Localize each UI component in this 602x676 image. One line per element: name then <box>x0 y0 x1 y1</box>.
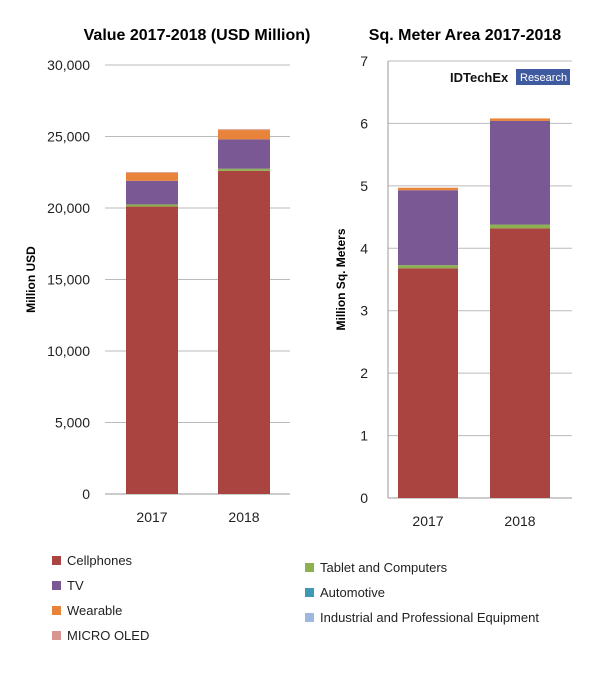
legend-label: Cellphones <box>67 553 133 568</box>
legend-label: Wearable <box>67 603 122 618</box>
y-tick-label: 3 <box>360 303 368 319</box>
bar-segment-tablet-and-computers <box>126 204 178 207</box>
bar-segment-cellphones <box>218 170 270 494</box>
bar-segment-tablet-and-computers <box>218 168 270 171</box>
y-tick-label: 0 <box>82 486 90 502</box>
y-tick-label: 10,000 <box>47 343 90 359</box>
bar-segment-cellphones <box>126 206 178 494</box>
y-tick-label: 6 <box>360 115 368 131</box>
legend-swatch <box>52 631 61 640</box>
chart-title: Value 2017-2018 (USD Million) <box>84 27 311 44</box>
x-tick-label: 2017 <box>136 509 167 525</box>
logo-badge-text: Research <box>520 72 567 84</box>
y-axis-label: Million Sq. Meters <box>334 228 348 330</box>
legend-label: Tablet and Computers <box>320 560 448 575</box>
bar-segment-wearable <box>218 130 270 140</box>
bar-segment-tv <box>398 190 458 266</box>
legend-label: TV <box>67 578 84 593</box>
y-tick-label: 15,000 <box>47 272 90 288</box>
bar-segment-tv <box>490 120 550 225</box>
legend-swatch <box>52 556 61 565</box>
bar-segment-tablet-and-computers <box>490 224 550 229</box>
bar-segment-micro-oled <box>126 172 178 173</box>
legend-swatch <box>305 563 314 572</box>
y-tick-label: 5,000 <box>55 415 90 431</box>
x-tick-label: 2018 <box>228 509 259 525</box>
legend-label: Industrial and Professional Equipment <box>320 610 539 625</box>
legend-swatch <box>305 613 314 622</box>
chart-title: Sq. Meter Area 2017-2018 <box>369 27 562 44</box>
bar-segment-wearable <box>490 118 550 121</box>
bar-segment-wearable <box>126 172 178 181</box>
legend-swatch <box>52 581 61 590</box>
logo-text: IDTechEx <box>450 70 509 85</box>
bar-segment-tv <box>126 180 178 205</box>
y-tick-label: 1 <box>360 428 368 444</box>
x-tick-label: 2018 <box>504 513 535 529</box>
legend-label: Automotive <box>320 585 385 600</box>
bar-segment-cellphones <box>490 228 550 498</box>
bar-segment-wearable <box>398 187 458 191</box>
legend-swatch <box>305 588 314 597</box>
y-tick-label: 7 <box>360 53 368 69</box>
bar-segment-tablet-and-computers <box>398 265 458 269</box>
y-tick-label: 25,000 <box>47 129 90 145</box>
y-tick-label: 30,000 <box>47 57 90 73</box>
bar-segment-tv <box>218 139 270 169</box>
bar-segment-micro-oled <box>218 129 270 131</box>
y-tick-label: 4 <box>360 240 368 256</box>
y-tick-label: 0 <box>360 490 368 506</box>
logo-badge <box>516 69 570 85</box>
bar-segment-cellphones <box>398 268 458 498</box>
y-axis-label: Million USD <box>24 246 38 313</box>
x-tick-label: 2017 <box>412 513 443 529</box>
y-tick-label: 5 <box>360 178 368 194</box>
y-tick-label: 2 <box>360 365 368 381</box>
legend-swatch <box>52 606 61 615</box>
y-tick-label: 20,000 <box>47 200 90 216</box>
legend-label: MICRO OLED <box>67 628 149 643</box>
